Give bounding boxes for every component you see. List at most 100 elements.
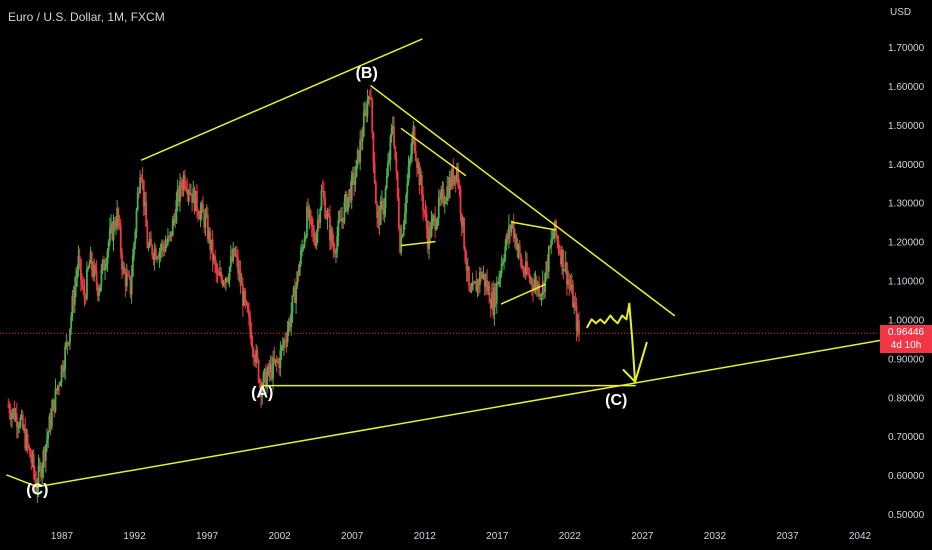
- candle-body: [30, 457, 33, 463]
- candle-body: [47, 432, 50, 439]
- projection-squiggle[interactable]: [586, 302, 631, 329]
- candle-body: [104, 266, 106, 271]
- candle-body: [98, 291, 100, 296]
- candle-body: [44, 444, 47, 462]
- triangle-a-upper[interactable]: [400, 127, 467, 177]
- candle-body: [482, 273, 485, 275]
- candle-body: [533, 284, 536, 291]
- candle-body: [395, 158, 398, 172]
- candle-body: [87, 268, 90, 270]
- candle-body: [76, 270, 79, 279]
- candle-body: [485, 280, 487, 287]
- candle-body: [14, 413, 17, 420]
- candle-body: [89, 252, 92, 264]
- candle-body: [18, 426, 21, 428]
- candle-body: [416, 160, 418, 169]
- candle-body: [164, 245, 167, 252]
- candle-body: [572, 284, 574, 308]
- candle-body: [521, 265, 524, 269]
- candle-body: [396, 171, 399, 198]
- price-axis[interactable]: 1.70000 1.60000 1.50000 1.40000 1.30000 1.200…: [888, 43, 925, 521]
- candle-body: [145, 202, 148, 227]
- candle-body: [434, 215, 437, 230]
- triangle-b-upper[interactable]: [511, 221, 557, 231]
- candle-body: [403, 213, 406, 224]
- triangle-b-lower[interactable]: [500, 283, 546, 305]
- candle-body: [486, 280, 489, 291]
- candle-body: [48, 416, 51, 433]
- candle-body: [341, 217, 343, 222]
- candle-body: [219, 271, 221, 276]
- candle-body: [183, 175, 186, 187]
- plot-area[interactable]: [0, 87, 878, 503]
- lower-support-line[interactable]: [36, 338, 890, 488]
- candle-body: [318, 219, 320, 223]
- candle-body: [7, 405, 10, 407]
- candle-body: [507, 225, 510, 240]
- candle-body: [170, 231, 173, 237]
- projection-drop[interactable]: [628, 302, 637, 383]
- candle-body: [72, 296, 75, 306]
- y-tick-label: 0.50000: [888, 510, 925, 521]
- candle-body: [331, 229, 334, 245]
- candle-body: [141, 178, 144, 180]
- candle-body: [56, 385, 59, 391]
- x-tick-label: 2027: [631, 531, 654, 542]
- candle-body: [348, 189, 351, 198]
- candle-body: [451, 168, 453, 187]
- candle-body: [204, 215, 207, 228]
- candle-body: [9, 413, 12, 420]
- candle-body: [544, 272, 547, 293]
- candle-body: [391, 126, 394, 129]
- candle-body: [284, 340, 287, 343]
- candle-body: [555, 220, 557, 236]
- candle-body: [202, 203, 204, 213]
- descending-resistance-line[interactable]: [370, 85, 676, 317]
- candle-body: [78, 255, 81, 260]
- candle-body: [574, 302, 577, 306]
- candle-body: [40, 465, 42, 478]
- candle-body: [387, 162, 389, 177]
- projection-arrow-left[interactable]: [622, 369, 637, 383]
- candle-body: [335, 251, 337, 254]
- candle-body: [264, 368, 267, 389]
- drawing-layer[interactable]: [6, 38, 890, 488]
- candle-body: [278, 361, 281, 368]
- candle-body: [147, 246, 150, 248]
- x-tick-label: 2012: [414, 531, 437, 542]
- candle-body: [497, 282, 499, 285]
- current-price-value: 0.96446: [887, 327, 925, 338]
- candle-body: [458, 185, 461, 189]
- candle-body: [267, 364, 270, 375]
- candle-body: [255, 350, 258, 363]
- triangle-a-lower[interactable]: [400, 240, 436, 247]
- candle-body: [128, 274, 131, 277]
- candle-body: [556, 235, 559, 241]
- candle-body: [186, 189, 189, 195]
- candle-body: [447, 186, 450, 198]
- y-tick-label: 0.70000: [888, 432, 925, 443]
- candle-body: [365, 110, 368, 117]
- candle-body: [142, 179, 145, 207]
- candle-body: [248, 311, 250, 317]
- candle-body: [464, 248, 467, 262]
- projection-arrow-right[interactable]: [634, 341, 648, 383]
- upper-channel-line[interactable]: [141, 38, 423, 161]
- candle-body: [131, 255, 134, 277]
- left-edge-line[interactable]: [6, 474, 39, 488]
- candle-body: [530, 278, 533, 286]
- candle-body: [81, 280, 83, 286]
- candle-body: [295, 285, 297, 303]
- candle-body: [119, 225, 122, 253]
- candle-body: [304, 236, 307, 239]
- candle-body: [83, 289, 86, 299]
- candle-body: [545, 261, 548, 273]
- chart-title: Euro / U.S. Dollar, 1M, FXCM: [8, 10, 165, 24]
- candle-body: [187, 191, 190, 195]
- time-axis[interactable]: 1987 1992 1997 2002 2007 2012 2017 2022 2027 2032…: [51, 531, 872, 542]
- candle-body: [472, 282, 475, 284]
- candle-body: [158, 251, 161, 259]
- candle-body: [112, 221, 115, 240]
- candle-body: [516, 248, 519, 250]
